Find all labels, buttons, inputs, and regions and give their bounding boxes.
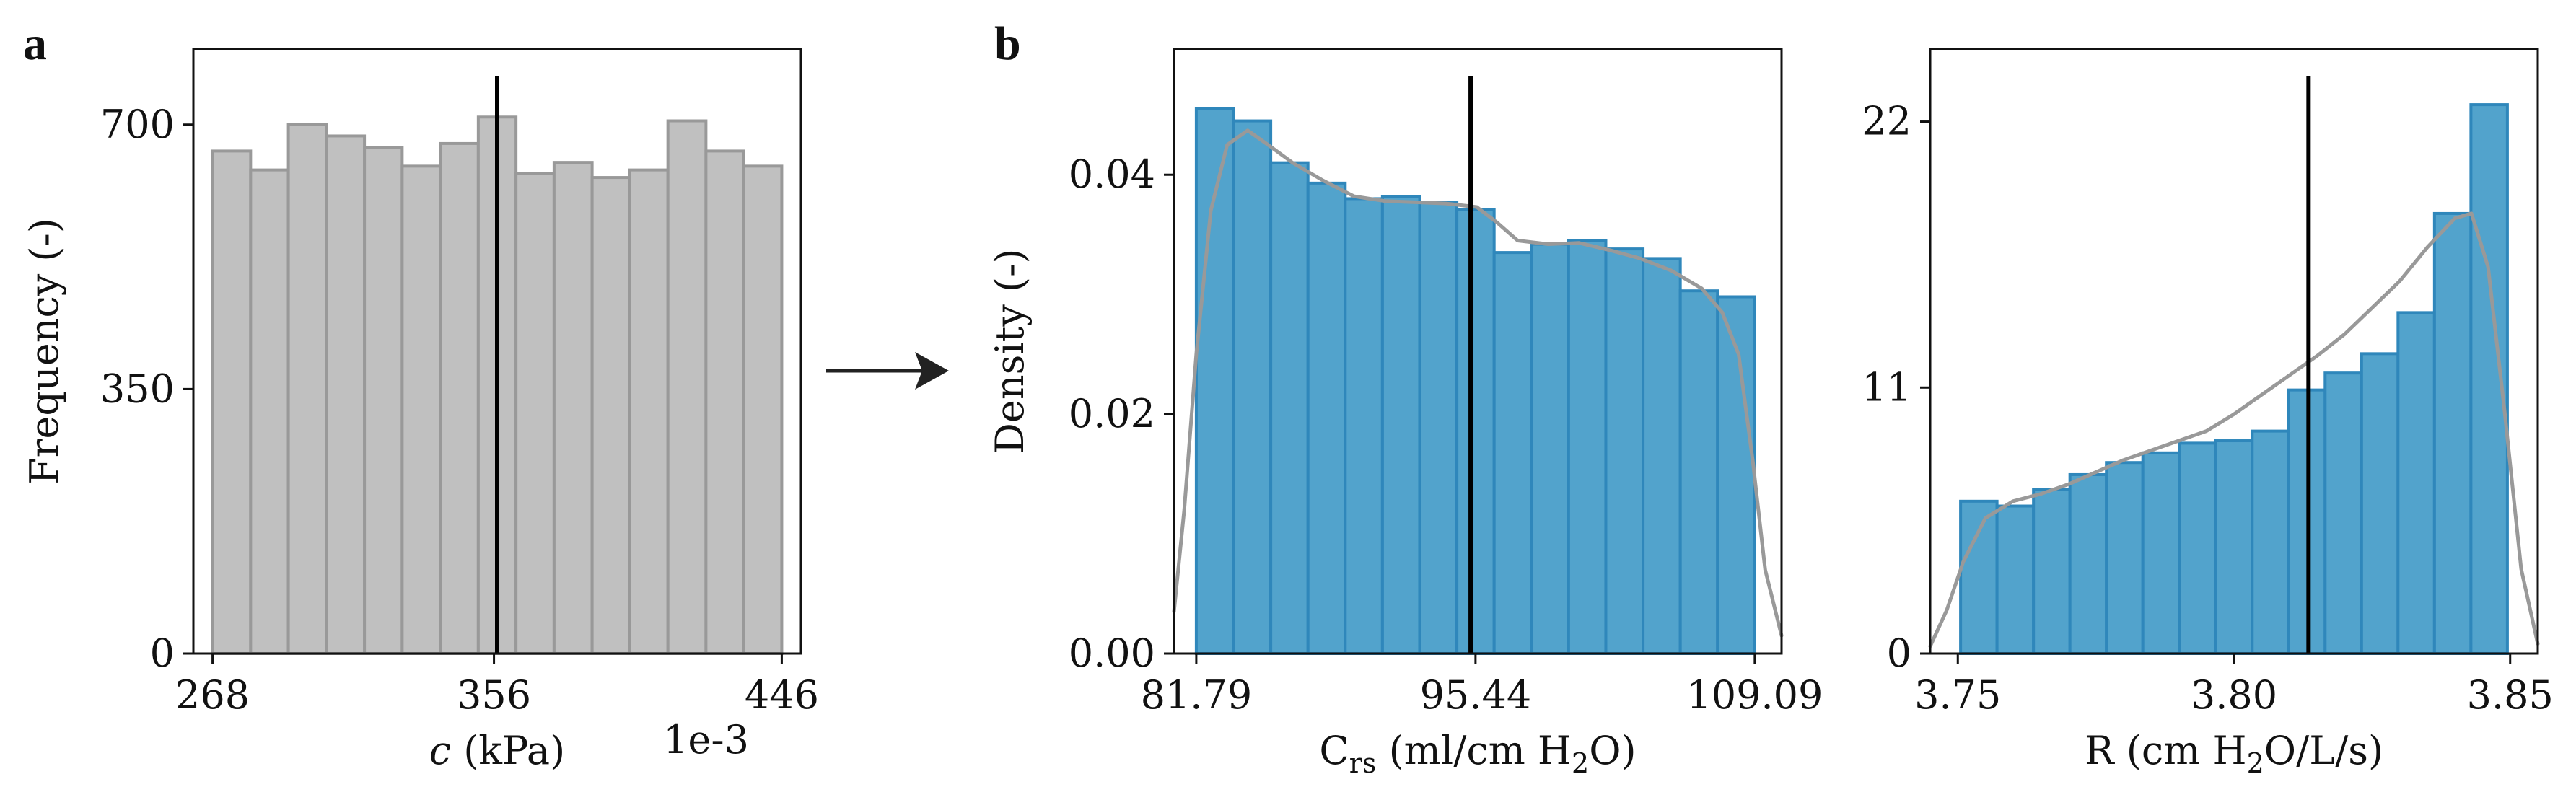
axis-ticks: 3.75 3.80 3.85 0 11 22: [1862, 99, 2554, 718]
histogram-bar: [1306, 181, 1347, 656]
chart-panel-a: 268 356 446 0 350 700 c (kPa) 1e-3 Frequency …: [22, 48, 819, 773]
histogram-bar: [1492, 251, 1533, 655]
x-tick-label: 3.75: [1914, 672, 2001, 718]
y-tick-label: 350: [100, 366, 175, 411]
y-axis-label: Density (-): [987, 249, 1033, 454]
histogram-bar: [1344, 197, 1384, 656]
histogram-bar: [704, 149, 745, 656]
histogram-bar: [1716, 295, 1756, 655]
histogram-bar: [1380, 195, 1421, 655]
panel-label-b: b: [994, 17, 1021, 70]
histogram-bar: [2068, 472, 2108, 656]
axis-ticks: 81.79 95.44 109.09 0.00 0.02 0.04: [1069, 151, 1823, 718]
y-tick-label: 22: [1862, 99, 1911, 144]
chart-panel-b-left: 81.79 95.44 109.09 0.00 0.02 0.04 Crs (ml/cm …: [987, 48, 1823, 779]
histogram-bar: [286, 123, 328, 655]
x-axis-label: Crs (ml/cm H2O): [1319, 728, 1636, 779]
histogram-bar: [211, 149, 253, 656]
y-axis-label: Frequency (-): [22, 218, 67, 485]
histogram-bar: [1642, 257, 1682, 655]
histogram-bar: [666, 119, 708, 655]
histogram-bar: [1232, 119, 1273, 656]
y-tick-label: 700: [100, 102, 175, 147]
histogram-bar: [2214, 439, 2254, 655]
histogram-bar: [1959, 499, 1999, 655]
x-tick-label: 3.85: [2467, 672, 2554, 718]
x-tick-label: 109.09: [1686, 672, 1823, 718]
histogram-bar: [2396, 311, 2436, 655]
histogram-bar: [742, 164, 784, 656]
y-tick-label: 0: [1887, 630, 1911, 676]
histogram-bar: [2432, 211, 2473, 656]
histogram-bars: [1959, 103, 2509, 656]
histogram-bar: [1269, 161, 1310, 656]
histogram-bar: [2251, 429, 2290, 656]
chart-panel-b-right: 3.75 3.80 3.85 0 11 22 R (cm H2O/L/s): [1862, 48, 2554, 779]
axis-offset-text: 1e-3: [663, 717, 749, 762]
histogram-bar: [2141, 451, 2181, 655]
histogram-bars: [211, 115, 784, 656]
kde-curve: [1928, 211, 2540, 648]
histogram-bar: [325, 134, 367, 655]
histogram-bar: [1995, 504, 2036, 656]
y-tick-label: 0.00: [1069, 630, 1155, 676]
right-arrow-icon: [826, 352, 949, 390]
panel-label-a: a: [23, 17, 47, 70]
axis-ticks: 268 356 446 0 350 700: [100, 102, 819, 718]
x-tick-label: 3.80: [2191, 672, 2277, 718]
y-tick-label: 0.02: [1069, 391, 1155, 436]
histogram-bar: [552, 161, 594, 655]
x-tick-label: 95.44: [1420, 672, 1532, 718]
histogram-bar: [1604, 247, 1645, 655]
histogram-bar: [2360, 352, 2400, 655]
y-tick-label: 0.04: [1069, 151, 1155, 197]
x-tick-label: 81.79: [1141, 672, 1253, 718]
plot-frame: [1173, 48, 1783, 655]
y-tick-label: 0: [150, 630, 175, 676]
histogram-bar: [1530, 242, 1570, 655]
histogram-bar: [1567, 239, 1608, 655]
histogram-bar: [439, 141, 480, 655]
histogram-bar: [1418, 201, 1459, 656]
x-axis-label: R (cm H2O/L/s): [2085, 728, 2383, 779]
plot-frame: [192, 48, 802, 655]
kde-curve-group: [1172, 128, 1784, 638]
plot-frame: [1929, 48, 2539, 655]
histogram-bar: [1455, 208, 1496, 655]
histogram-bar: [590, 176, 631, 655]
x-axis-label: c (kPa): [429, 728, 565, 773]
kde-curve-group: [1928, 211, 2540, 648]
histogram-bar: [2323, 371, 2363, 656]
x-tick-label: 268: [175, 672, 250, 718]
histogram-bars: [1194, 107, 1756, 656]
histogram-bar: [400, 164, 442, 656]
histogram-bar: [514, 172, 556, 655]
kde-curve: [1172, 128, 1784, 638]
x-tick-label: 356: [457, 672, 531, 718]
histogram-bar: [363, 146, 404, 656]
histogram-bar: [2105, 461, 2145, 656]
x-tick-label: 446: [745, 672, 819, 718]
histogram-bar: [1678, 289, 1719, 655]
histogram-bar: [249, 168, 290, 656]
y-tick-label: 11: [1862, 364, 1911, 410]
histogram-bar: [628, 168, 670, 656]
histogram-bar: [2178, 441, 2217, 655]
histogram-bar: [2032, 488, 2072, 656]
